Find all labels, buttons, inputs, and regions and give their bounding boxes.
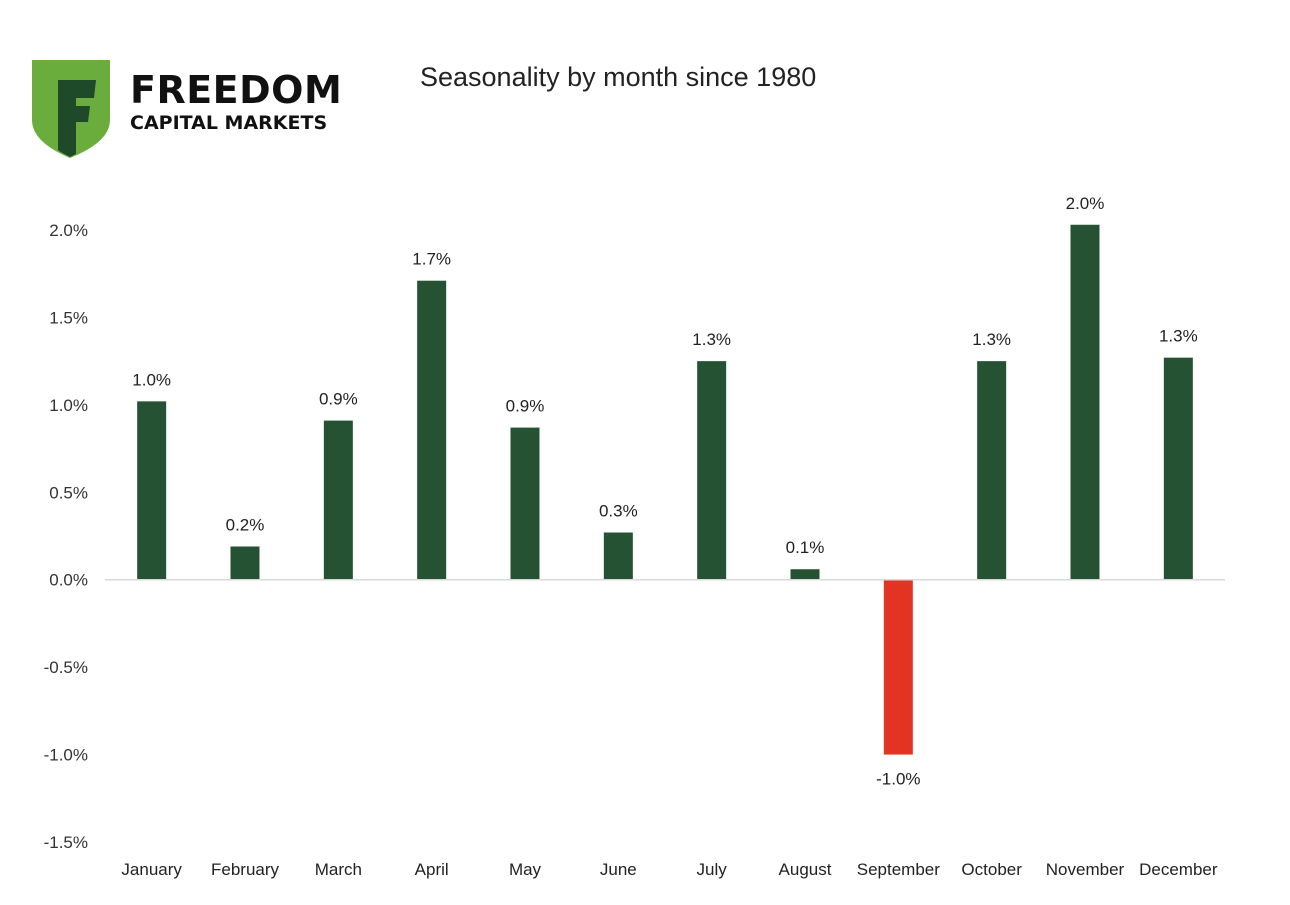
x-tick-label: August bbox=[779, 860, 832, 879]
data-label: 0.1% bbox=[786, 538, 825, 557]
x-tick-label: November bbox=[1046, 860, 1125, 879]
data-label: 1.3% bbox=[1159, 327, 1198, 346]
data-label: 1.3% bbox=[972, 330, 1011, 349]
x-tick-label: December bbox=[1139, 860, 1218, 879]
bar-december bbox=[1163, 357, 1193, 580]
x-tick-label: February bbox=[211, 860, 280, 879]
bar-series bbox=[137, 224, 1193, 755]
x-tick-label: July bbox=[697, 860, 728, 879]
bar-february bbox=[230, 546, 260, 580]
y-tick-label: 1.5% bbox=[49, 308, 88, 327]
x-tick-label: October bbox=[961, 860, 1022, 879]
bar-march bbox=[323, 420, 353, 580]
bar-june bbox=[603, 532, 633, 580]
x-tick-label: September bbox=[857, 860, 940, 879]
data-label: 1.3% bbox=[692, 330, 731, 349]
bar-august bbox=[790, 569, 820, 580]
x-tick-label: January bbox=[121, 860, 182, 879]
data-label: 0.9% bbox=[506, 397, 545, 416]
chart-title: Seasonality by month since 1980 bbox=[420, 62, 817, 92]
data-label: 0.2% bbox=[226, 515, 265, 534]
x-tick-label: April bbox=[415, 860, 449, 879]
shield-icon bbox=[32, 60, 110, 158]
brand-name: FREEDOM bbox=[130, 68, 343, 112]
y-tick-label: 1.0% bbox=[49, 396, 88, 415]
data-label: 1.7% bbox=[412, 250, 451, 269]
data-label: 2.0% bbox=[1066, 194, 1105, 213]
data-label: 0.9% bbox=[319, 390, 358, 409]
bar-september bbox=[883, 579, 913, 755]
bar-may bbox=[510, 427, 540, 580]
bar-october bbox=[977, 361, 1007, 580]
data-labels: 1.0% 0.2% 0.9% 1.7% 0.9% 0.3% 1.3% 0.1% -1.0% 1.3… bbox=[132, 194, 1197, 789]
y-tick-label: -1.0% bbox=[44, 746, 88, 765]
data-label: 1.0% bbox=[132, 370, 171, 389]
y-tick-label: -0.5% bbox=[44, 658, 88, 677]
bar-july bbox=[697, 361, 727, 580]
brand-logo: FREEDOM CAPITAL MARKETS bbox=[30, 58, 350, 162]
bar-january bbox=[137, 401, 167, 580]
data-label: 0.3% bbox=[599, 502, 638, 521]
y-tick-label: -1.5% bbox=[44, 833, 88, 852]
brand-subtitle: CAPITAL MARKETS bbox=[130, 112, 328, 134]
x-axis: January February March April May June July Augu… bbox=[121, 860, 1217, 879]
bar-november bbox=[1070, 224, 1100, 580]
x-tick-label: March bbox=[315, 860, 362, 879]
y-tick-label: 2.0% bbox=[49, 221, 88, 240]
bar-april bbox=[417, 280, 447, 580]
y-tick-label: 0.5% bbox=[49, 483, 88, 502]
y-tick-label: 0.0% bbox=[49, 571, 88, 590]
x-tick-label: June bbox=[600, 860, 637, 879]
y-axis: 2.0% 1.5% 1.0% 0.5% 0.0% -0.5% -1.0% -1.5% bbox=[44, 221, 88, 852]
data-label: -1.0% bbox=[876, 770, 920, 789]
x-tick-label: May bbox=[509, 860, 542, 879]
